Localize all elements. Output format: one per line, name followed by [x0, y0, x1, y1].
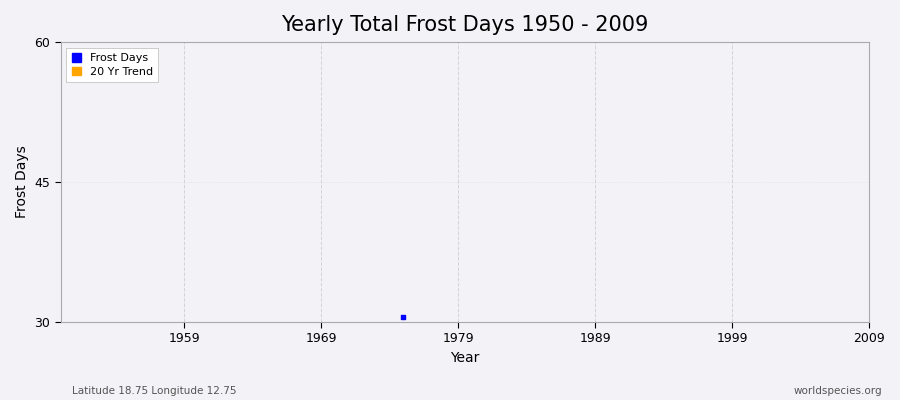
Text: worldspecies.org: worldspecies.org [794, 386, 882, 396]
Title: Yearly Total Frost Days 1950 - 2009: Yearly Total Frost Days 1950 - 2009 [282, 15, 649, 35]
Legend: Frost Days, 20 Yr Trend: Frost Days, 20 Yr Trend [67, 48, 158, 82]
Point [396, 314, 410, 320]
Text: Latitude 18.75 Longitude 12.75: Latitude 18.75 Longitude 12.75 [72, 386, 237, 396]
X-axis label: Year: Year [450, 351, 480, 365]
Y-axis label: Frost Days: Frost Days [15, 146, 29, 218]
